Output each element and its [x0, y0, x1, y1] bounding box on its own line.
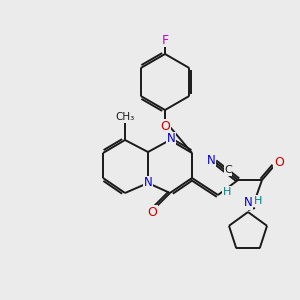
- Text: H: H: [223, 187, 231, 197]
- Text: H: H: [254, 196, 262, 206]
- Text: O: O: [147, 206, 157, 218]
- Text: O: O: [274, 157, 284, 169]
- Text: N: N: [207, 154, 215, 166]
- Text: CH₃: CH₃: [116, 112, 135, 122]
- Text: N: N: [244, 196, 252, 209]
- Text: F: F: [161, 34, 169, 46]
- Text: N: N: [144, 176, 152, 190]
- Text: O: O: [160, 119, 170, 133]
- Text: N: N: [167, 133, 176, 146]
- Text: C: C: [224, 165, 232, 175]
